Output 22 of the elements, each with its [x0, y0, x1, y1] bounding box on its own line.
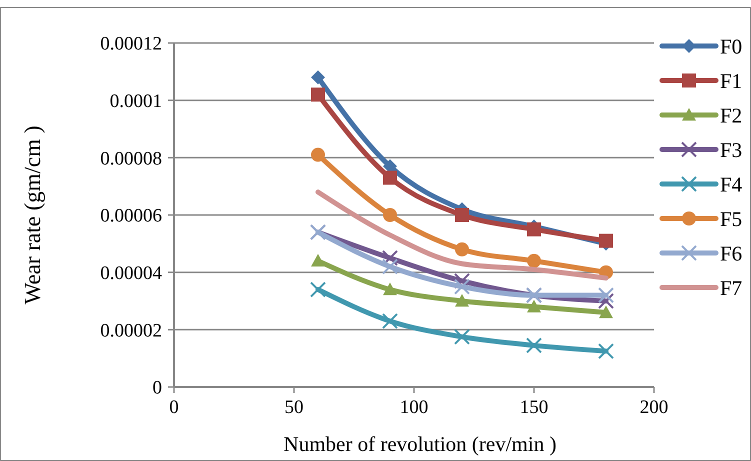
y-axis-title: Wear rate (gm/cm ) [20, 126, 45, 304]
legend-label: F2 [720, 103, 742, 128]
x-axis-title: Number of revolution (rev/min ) [284, 432, 556, 456]
x-tick-label: 200 [640, 397, 668, 418]
y-tick-label: 0.00004 [100, 262, 162, 284]
legend-label: F1 [720, 68, 742, 93]
legend-label: F7 [720, 276, 742, 300]
x-tick-label: 0 [169, 397, 179, 418]
legend-label: F4 [720, 172, 743, 196]
legend-label: F0 [720, 34, 742, 58]
legend-label: F3 [720, 138, 742, 162]
legend-label: F6 [720, 241, 742, 266]
y-tick-label: 0.00012 [100, 34, 162, 55]
legend-label: F5 [720, 206, 742, 231]
x-tick-label: 50 [284, 397, 304, 418]
y-tick-label: 0.00006 [100, 206, 162, 227]
y-tick-label: 0.00008 [100, 148, 162, 170]
y-tick-label: 0.0001 [110, 90, 162, 112]
x-tick-label: 100 [400, 397, 428, 418]
x-tick-label: 150 [520, 397, 548, 418]
y-tick-label: 0.00002 [100, 320, 162, 342]
y-tick-label: 0 [152, 378, 162, 399]
